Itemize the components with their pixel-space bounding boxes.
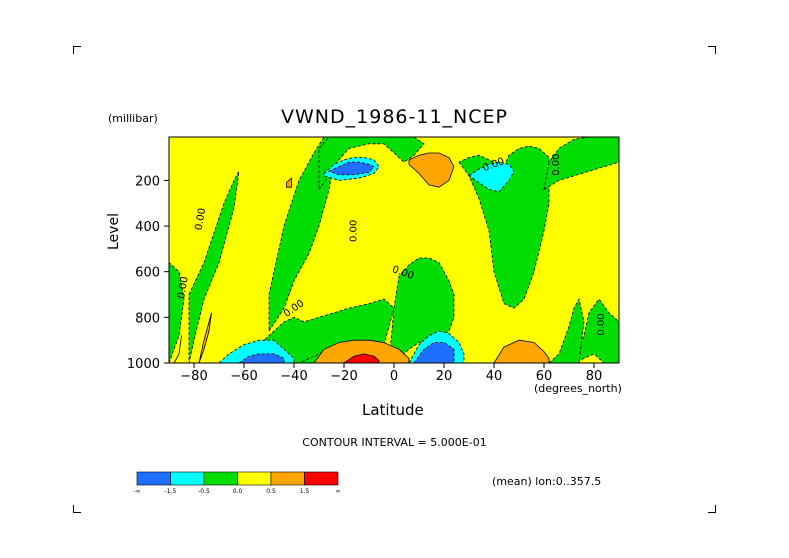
- colorbar-swatch: [237, 471, 272, 486]
- x-tick-label: −40: [280, 369, 307, 384]
- contour-label: 0.00: [596, 313, 607, 335]
- contour-region-neg: [318, 136, 425, 191]
- colorbar-tick-label: -0.5: [198, 488, 210, 495]
- colorbar-swatch: [136, 471, 171, 486]
- y-tick-label: 400: [135, 220, 160, 235]
- colorbar-swatch: [304, 471, 339, 486]
- x-tick-label: 20: [436, 369, 453, 384]
- corner-mark-top-right: [708, 46, 716, 54]
- x-tick-label: 0: [390, 369, 398, 384]
- x-tick-label: 40: [486, 369, 503, 384]
- contour-region-vneg: [468, 161, 515, 193]
- contour-regions: [168, 136, 620, 364]
- y-axis-ticks: 200 400 600 800 1000: [127, 174, 169, 372]
- y-axis-units: (millibar): [108, 112, 158, 125]
- x-axis-units: (degrees_north): [534, 382, 622, 395]
- y-tick-label: 800: [135, 311, 160, 326]
- contour-region-neg: [168, 261, 185, 364]
- colorbar-tick-label: -1.5: [165, 488, 177, 495]
- y-tick-label: 1000: [127, 357, 160, 372]
- contour-label: 0.00: [349, 220, 360, 242]
- x-tick-label: 80: [586, 369, 603, 384]
- x-tick-label: −20: [330, 369, 357, 384]
- x-axis-label: Latitude: [362, 401, 424, 419]
- contour-interval-text: CONTOUR INTERVAL = 5.000E-01: [302, 436, 487, 449]
- contour-label: 0.00: [176, 276, 191, 300]
- contour-region-pos: [173, 335, 182, 364]
- contour-region-pos: [286, 177, 292, 188]
- colorbar-tick-label: ∞: [336, 488, 341, 495]
- corner-mark-top-left: [73, 46, 81, 54]
- contour-region-pos: [313, 339, 410, 364]
- colorbar-tick-label: 0.0: [233, 488, 243, 495]
- colorbar-tick-label: -∞: [133, 488, 140, 495]
- mean-longitude-text: (mean) lon:0..357.5: [492, 475, 602, 488]
- y-tick-label: 200: [135, 174, 160, 189]
- x-tick-label: −80: [180, 369, 207, 384]
- contour-region-neg: [188, 171, 240, 364]
- contour-label: 0.00: [194, 207, 209, 231]
- colorbar-swatch: [203, 471, 238, 486]
- colorbar-swatch: [270, 471, 305, 486]
- contour-label: 0.00: [551, 154, 562, 176]
- contour-region-dneg: [413, 342, 455, 364]
- x-axis-ticks: −80 −60 −40 −20 0 20 40 60 80: [180, 363, 602, 384]
- corner-mark-bottom-right: [708, 505, 716, 513]
- contour-region-pos: [408, 152, 455, 188]
- colorbar: -∞ -1.5 -0.5 0.0 0.5 1.5 ∞: [133, 471, 341, 495]
- contour-region-pos: [198, 312, 212, 364]
- colorbar-swatch: [170, 471, 205, 486]
- colorbar-tick-label: 1.5: [300, 488, 310, 495]
- contour-region-neg: [573, 298, 620, 364]
- contour-region-dneg: [327, 161, 375, 176]
- x-tick-label: 60: [536, 369, 553, 384]
- y-tick-label: 600: [135, 266, 160, 281]
- corner-mark-bottom-left: [73, 505, 81, 513]
- x-tick-label: −60: [230, 369, 257, 384]
- contour-region-pos: [493, 339, 550, 364]
- colorbar-tick-label: 0.5: [266, 488, 276, 495]
- chart-title: VWND_1986-11_NCEP: [281, 106, 508, 128]
